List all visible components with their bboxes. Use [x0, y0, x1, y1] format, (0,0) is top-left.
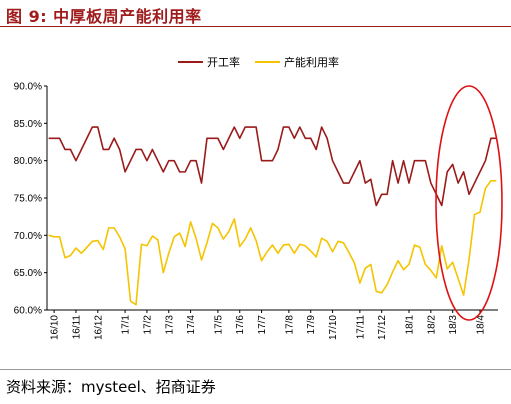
y-tick-label: 70.0%	[14, 231, 42, 242]
y-tick-label: 90.0%	[14, 82, 42, 93]
x-tick-label: 17/9	[306, 315, 317, 335]
x-tick-label: 17/10	[328, 315, 339, 340]
source-divider	[0, 369, 511, 370]
y-tick-label: 65.0%	[14, 268, 42, 279]
x-tick-label: 16/12	[93, 315, 104, 340]
x-tick-label: 18/4	[475, 315, 486, 335]
plot-area	[48, 126, 497, 306]
legend-label-series-1: 开工率	[207, 55, 240, 69]
source-note: 资料来源：mysteel、招商证券	[6, 378, 216, 396]
x-tick-label: 17/11	[355, 315, 366, 340]
y-axis: 60.0% 65.0% 70.0% 75.0% 80.0% 85.0% 90.0%	[14, 82, 48, 317]
y-tick-label: 60.0%	[14, 306, 42, 317]
series-line-channeng-liyonglv	[48, 180, 497, 306]
x-tick-label: 17/7	[257, 315, 268, 335]
highlight-ellipse	[435, 85, 503, 321]
figure-title: 图 9: 中厚板周产能利用率	[6, 7, 202, 26]
x-tick-label: 17/4	[186, 315, 197, 335]
x-tick-label: 18/3	[448, 315, 459, 335]
x-tick-label: 17/3	[164, 315, 175, 335]
x-tick-label: 17/5	[213, 315, 224, 335]
y-tick-label: 75.0%	[14, 194, 42, 205]
x-tick-label: 16/10	[50, 315, 61, 340]
x-tick-label: 18/1	[405, 315, 416, 335]
legend-label-series-2: 产能利用率	[284, 55, 339, 69]
x-tick-label: 17/6	[235, 315, 246, 335]
y-tick-label: 85.0%	[14, 119, 42, 130]
x-tick-label: 17/2	[142, 315, 153, 335]
x-axis: 16/10 16/11 16/12 17/1 17/2 17/3 17/4 17/5 17/6 1…	[47, 309, 498, 340]
y-tick-label: 80.0%	[14, 156, 42, 167]
x-tick-label: 17/12	[377, 315, 388, 340]
x-tick-label: 18/2	[426, 315, 437, 335]
series-line-kaigonglv	[48, 126, 497, 207]
x-tick-label: 17/8	[284, 315, 295, 335]
title-divider	[0, 26, 511, 27]
x-tick-label: 16/11	[71, 315, 82, 340]
line-chart: 开工率 产能利用率 60.0% 65.0% 70.0% 75.0% 80.0% 85.0%…	[14, 55, 503, 340]
chart-legend: 开工率 产能利用率	[178, 55, 339, 69]
x-tick-label: 17/1	[121, 315, 132, 335]
